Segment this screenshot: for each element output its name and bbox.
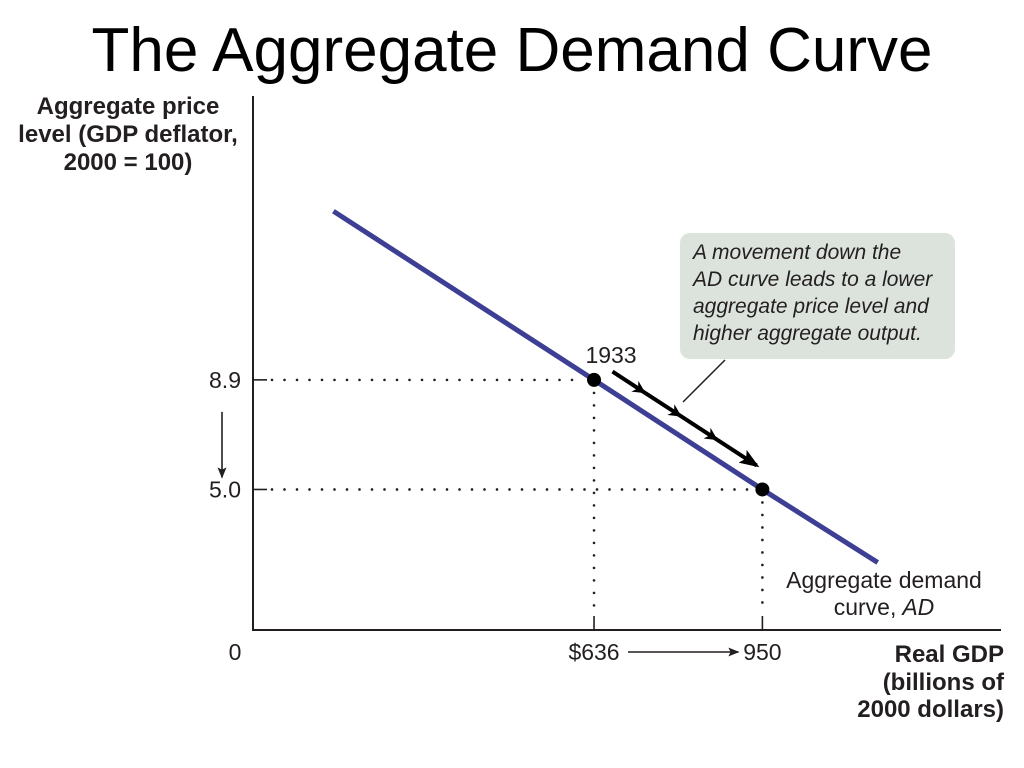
drop-lines bbox=[270, 378, 764, 615]
point-label: 1933 bbox=[585, 342, 636, 368]
data-point bbox=[755, 482, 770, 497]
origin-label: 0 bbox=[229, 639, 242, 665]
axis-ticks: 8.9 5.0 $636 950 0 bbox=[209, 367, 782, 665]
callout-text-line: A movement down the bbox=[691, 241, 901, 264]
y-axis-label-line: Aggregate price bbox=[37, 93, 220, 120]
data-point bbox=[587, 372, 602, 387]
curve-series-name: AD bbox=[900, 594, 934, 620]
x-axis-label-line: (billions of bbox=[883, 669, 1005, 696]
y-tick-label: 5.0 bbox=[209, 476, 241, 502]
callout-box bbox=[680, 233, 955, 359]
callout-text-line: aggregate price level and bbox=[693, 295, 930, 318]
curve-label: Aggregate demand curve, AD bbox=[786, 567, 982, 620]
callout-text-line: higher aggregate output. bbox=[693, 322, 922, 345]
y-tick-label: 8.9 bbox=[209, 367, 241, 393]
callout-pointer bbox=[682, 359, 726, 403]
page-title: The Aggregate Demand Curve bbox=[92, 16, 933, 85]
curve-label-text: curve, bbox=[834, 594, 897, 620]
points-layer: 1933 bbox=[585, 342, 770, 497]
curve-label-line: curve, AD bbox=[834, 594, 935, 620]
x-axis-label-line: Real GDP bbox=[895, 641, 1004, 668]
callout-text-line: AD curve leads to a lower bbox=[691, 268, 933, 291]
y-axis-label-line: 2000 = 100) bbox=[64, 149, 193, 176]
x-axis-label: Real GDP (billions of 2000 dollars) bbox=[857, 641, 1005, 723]
y-axis-label: Aggregate price level (GDP deflator, 200… bbox=[18, 93, 238, 176]
x-axis-label-line: 2000 dollars) bbox=[857, 696, 1004, 723]
movement-arrows bbox=[217, 369, 760, 657]
curve-label-line: Aggregate demand bbox=[786, 567, 982, 593]
x-tick-label: 950 bbox=[743, 639, 781, 665]
movement-arrow-along-curve bbox=[611, 369, 760, 468]
x-tick-label: $636 bbox=[568, 639, 619, 665]
y-axis-label-line: level (GDP deflator, bbox=[18, 121, 238, 148]
callout: A movement down the AD curve leads to a … bbox=[680, 233, 955, 359]
